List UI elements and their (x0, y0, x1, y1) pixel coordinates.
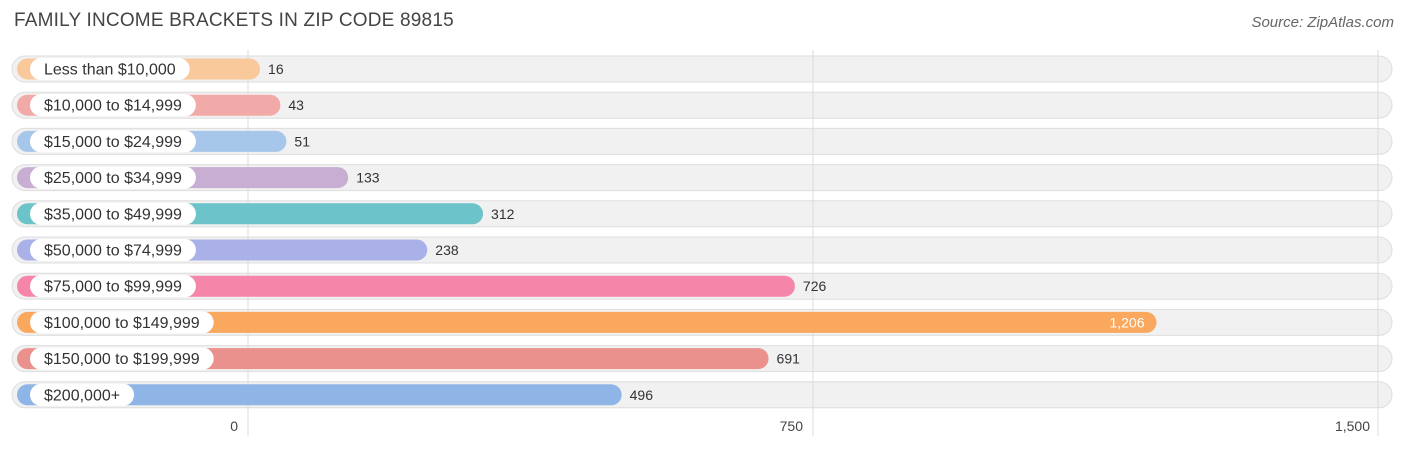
category-label: $75,000 to $99,999 (44, 279, 182, 296)
chart-source: Source: ZipAtlas.com (1251, 14, 1394, 31)
value-label: 496 (630, 387, 654, 403)
category-label-pill (30, 58, 190, 80)
category-label-pill (30, 239, 196, 261)
category-label: $100,000 to $149,999 (44, 315, 200, 332)
category-label: Less than $10,000 (44, 62, 176, 79)
x-axis-ticks: 0 750 1,500 (230, 418, 1370, 434)
row-background (11, 91, 1393, 119)
category-label: $25,000 to $34,999 (44, 170, 182, 187)
category-label: $10,000 to $14,999 (44, 98, 182, 115)
value-label: 16 (268, 61, 284, 77)
category-label: $50,000 to $74,999 (44, 243, 182, 260)
x-tick-label: 750 (780, 418, 804, 434)
value-label: 1,206 (1109, 314, 1144, 330)
x-tick-label: 0 (230, 418, 238, 434)
category-label: $200,000+ (44, 387, 120, 404)
row-background (11, 127, 1393, 155)
value-label: 312 (491, 206, 515, 222)
category-label-pill (30, 130, 196, 153)
category-label: $150,000 to $199,999 (44, 351, 200, 368)
category-label-pill (30, 166, 196, 189)
category-label-pill (30, 275, 196, 298)
bar (17, 384, 622, 406)
chart-title: FAMILY INCOME BRACKETS IN ZIP CODE 89815 (14, 10, 454, 31)
bars: Less than $10,000 16 $10,000 to $14,999 43 $… (17, 58, 1157, 406)
category-label-pill (30, 94, 196, 117)
value-label: 238 (435, 242, 459, 258)
category-label-pill (30, 202, 196, 225)
value-label: 691 (777, 351, 801, 367)
category-label: $15,000 to $24,999 (44, 134, 182, 151)
row-background (11, 55, 1393, 83)
value-label: 43 (288, 97, 304, 113)
category-label-pill (30, 383, 135, 406)
x-tick-label: 1,500 (1335, 418, 1370, 434)
category-label-pill (30, 347, 214, 370)
value-label: 51 (294, 133, 310, 149)
bar (17, 275, 795, 297)
value-label: 133 (356, 170, 380, 186)
value-label: 726 (803, 278, 827, 294)
category-label: $35,000 to $49,999 (44, 206, 182, 223)
bar (17, 311, 1157, 333)
row-background (11, 164, 1393, 192)
category-label-pill (30, 311, 214, 334)
